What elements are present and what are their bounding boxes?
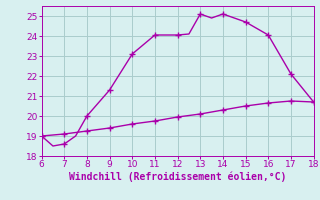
- X-axis label: Windchill (Refroidissement éolien,°C): Windchill (Refroidissement éolien,°C): [69, 172, 286, 182]
